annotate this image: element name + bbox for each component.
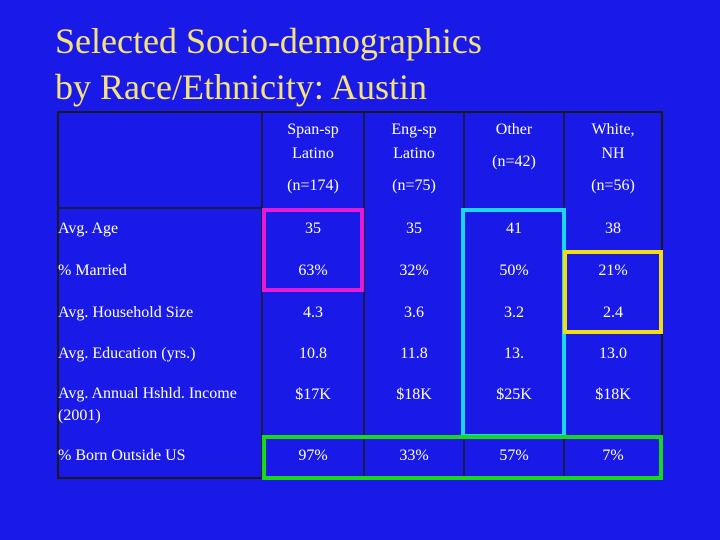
row-label-household-size: Avg. Household Size [58, 304, 194, 321]
table-cell: 50% [499, 262, 529, 279]
table-cell: 21% [598, 262, 628, 279]
table-cell: 3.6 [404, 304, 424, 321]
table-cell: 38 [605, 220, 621, 237]
table-cell: 13. [504, 345, 524, 362]
row-label-born-outside-us: % Born Outside US [58, 447, 186, 464]
table-cell: 35 [305, 220, 321, 237]
table-cell: $18K [396, 386, 432, 403]
column-header-other: Other (n=42) [492, 121, 536, 170]
column-header-eng-sp-latino: Eng-sp Latino (n=75) [391, 121, 437, 194]
slide-title: Selected Socio-demographics by Race/Ethn… [55, 18, 695, 110]
column-header-span-sp-latino: Span-sp Latino (n=174) [287, 121, 339, 194]
table-cell: $18K [595, 386, 631, 403]
table-cell: 33% [399, 447, 429, 464]
row-label-married: % Married [58, 262, 127, 279]
table-cell: 35 [406, 220, 422, 237]
table-cell: 97% [298, 447, 328, 464]
column-header-white-nh: White, NH (n=56) [591, 121, 635, 194]
table-cell: 32% [399, 262, 429, 279]
table-cell: $17K [295, 386, 331, 403]
table-cell: 41 [506, 220, 522, 237]
table-cell: 13.0 [599, 345, 627, 362]
row-label-annual-income: Avg. Annual Hshld. Income (2001) [58, 385, 237, 424]
table-cell: 11.8 [400, 345, 428, 362]
table-cell: 2.4 [603, 304, 623, 321]
row-label-education: Avg. Education (yrs.) [58, 345, 196, 362]
title-line-1: Selected Socio-demographics [55, 21, 482, 61]
table-cell: 57% [499, 447, 529, 464]
table-cell: 7% [602, 447, 624, 464]
table-cell: 3.2 [504, 304, 524, 321]
table-cell: 10.8 [299, 345, 327, 362]
table-cell: 4.3 [303, 304, 323, 321]
table-cell: 63% [298, 262, 328, 279]
title-line-2: by Race/Ethnicity: Austin [55, 67, 427, 107]
row-label-avg-age: Avg. Age [58, 220, 119, 237]
table-cell: $25K [496, 386, 532, 403]
